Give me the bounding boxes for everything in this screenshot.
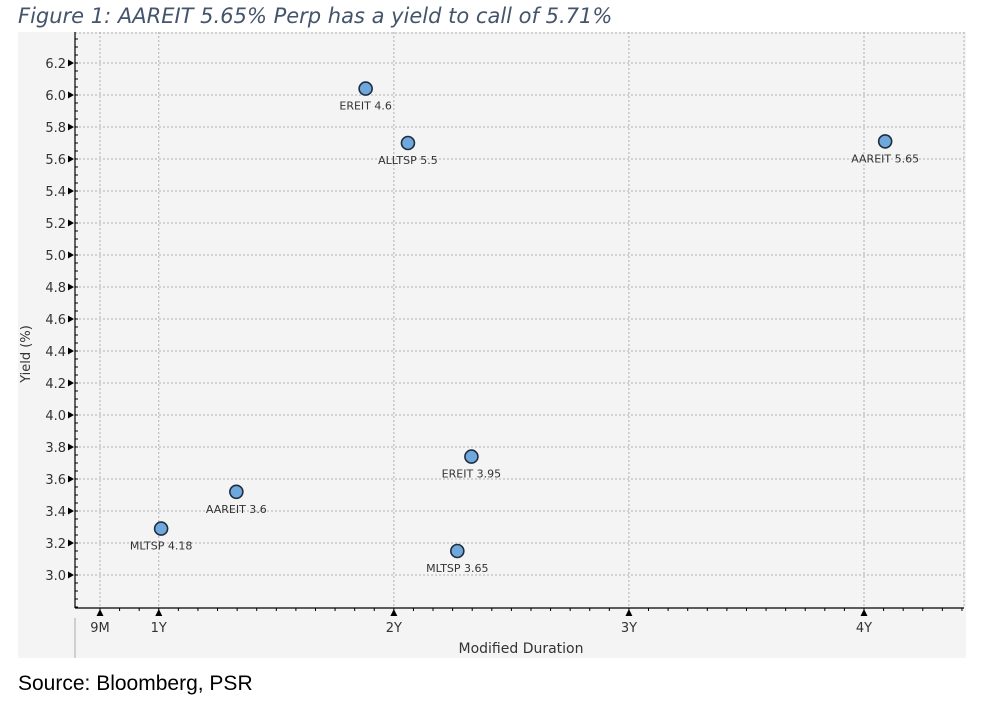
y-tick-label: 5.2: [45, 217, 66, 232]
data-label: MLTSP 4.18: [130, 540, 192, 553]
data-point: [153, 521, 169, 536]
data-label: AAREIT 3.6: [206, 503, 267, 516]
x-major-tick: [155, 609, 163, 616]
y-tick-label: 3.4: [45, 505, 66, 520]
y-major-tick: [68, 571, 74, 579]
y-major-tick: [68, 59, 74, 67]
y-major-tick: [68, 187, 74, 195]
gridlines: [75, 32, 965, 608]
y-major-tick: [68, 91, 74, 99]
data-label: EREIT 3.95: [442, 468, 502, 481]
y-tick-label: 4.0: [45, 409, 66, 424]
y-tick-label: 6.0: [45, 89, 66, 104]
y-tick-label: 5.6: [45, 153, 66, 168]
x-tick-label: 1Y: [151, 621, 167, 636]
y-tick-label: 3.0: [45, 569, 66, 584]
y-tick-label: 4.8: [45, 281, 66, 296]
data-point: [229, 484, 244, 500]
x-major-tick: [625, 609, 633, 616]
y-major-tick: [68, 507, 74, 515]
y-major-tick: [68, 155, 74, 163]
y-major-tick: [68, 347, 74, 355]
scatter-chart: 3.0 3.2 3.4 3.6 3.8 4.0 4.2 4.4 4.6 4.8 5.0 5.2 5.4 5…: [18, 32, 966, 658]
x-major-tick: [860, 609, 868, 616]
y-tick-label: 3.8: [45, 441, 66, 456]
y-major-tick: [68, 123, 74, 131]
plot-area: [75, 32, 964, 608]
y-major-tick: [68, 219, 74, 227]
y-major-tick: [68, 443, 74, 451]
y-major-tick: [68, 251, 74, 259]
x-tick-label: 2Y: [386, 621, 402, 636]
y-tick-label: 3.6: [45, 473, 66, 488]
data-point: [358, 81, 373, 96]
y-major-tick: [68, 315, 74, 323]
y-tick-label: 5.0: [45, 249, 66, 264]
y-tick-label: 4.4: [45, 345, 66, 360]
data-point: [450, 543, 465, 559]
y-tick-label: 3.2: [45, 537, 66, 552]
y-tick-label: 6.2: [45, 57, 66, 72]
y-tick-label: 5.8: [45, 121, 66, 136]
data-points: EREIT 4.6 ALLTSP 5.5 AAREIT 5.65 EREIT 3.95…: [130, 81, 919, 575]
y-tick-label: 5.4: [45, 185, 66, 200]
data-label: ALLTSP 5.5: [378, 154, 438, 167]
y-major-tick: [68, 411, 74, 419]
y-major-tick: [68, 475, 74, 483]
x-major-tick: [96, 609, 104, 616]
x-tick-label: 4Y: [856, 621, 872, 636]
y-tick-label: 4.6: [45, 313, 66, 328]
data-label: MLTSP 3.65: [426, 562, 488, 575]
x-axis-ticks: 9M 1Y 2Y 3Y 4Y: [90, 608, 963, 636]
axes: [74, 32, 964, 658]
x-axis-label: Modified Duration: [459, 641, 584, 657]
y-axis-ticks: 3.0 3.2 3.4 3.6 3.8 4.0 4.2 4.4 4.6 4.8 5.0 5.2 5.4 5…: [45, 38, 78, 608]
y-major-tick: [68, 283, 74, 291]
x-tick-label: 9M: [90, 621, 110, 636]
data-label: AAREIT 5.65: [851, 152, 919, 165]
x-tick-label: 3Y: [621, 621, 637, 636]
x-major-tick: [390, 609, 398, 616]
data-label: EREIT 4.6: [339, 100, 392, 113]
figure-title: Figure 1: AAREIT 5.65% Perp has a yield …: [18, 4, 613, 28]
source-note: Source: Bloomberg, PSR: [18, 672, 253, 695]
y-axis-label: Yield (%): [19, 325, 34, 384]
data-point: [877, 134, 893, 149]
data-point: [400, 135, 416, 151]
y-tick-label: 4.2: [45, 377, 66, 392]
y-major-tick: [68, 379, 74, 387]
y-major-tick: [68, 539, 74, 547]
chart-svg: 3.0 3.2 3.4 3.6 3.8 4.0 4.2 4.4 4.6 4.8 5.0 5.2 5.4 5…: [18, 32, 966, 658]
data-point: [464, 449, 479, 464]
